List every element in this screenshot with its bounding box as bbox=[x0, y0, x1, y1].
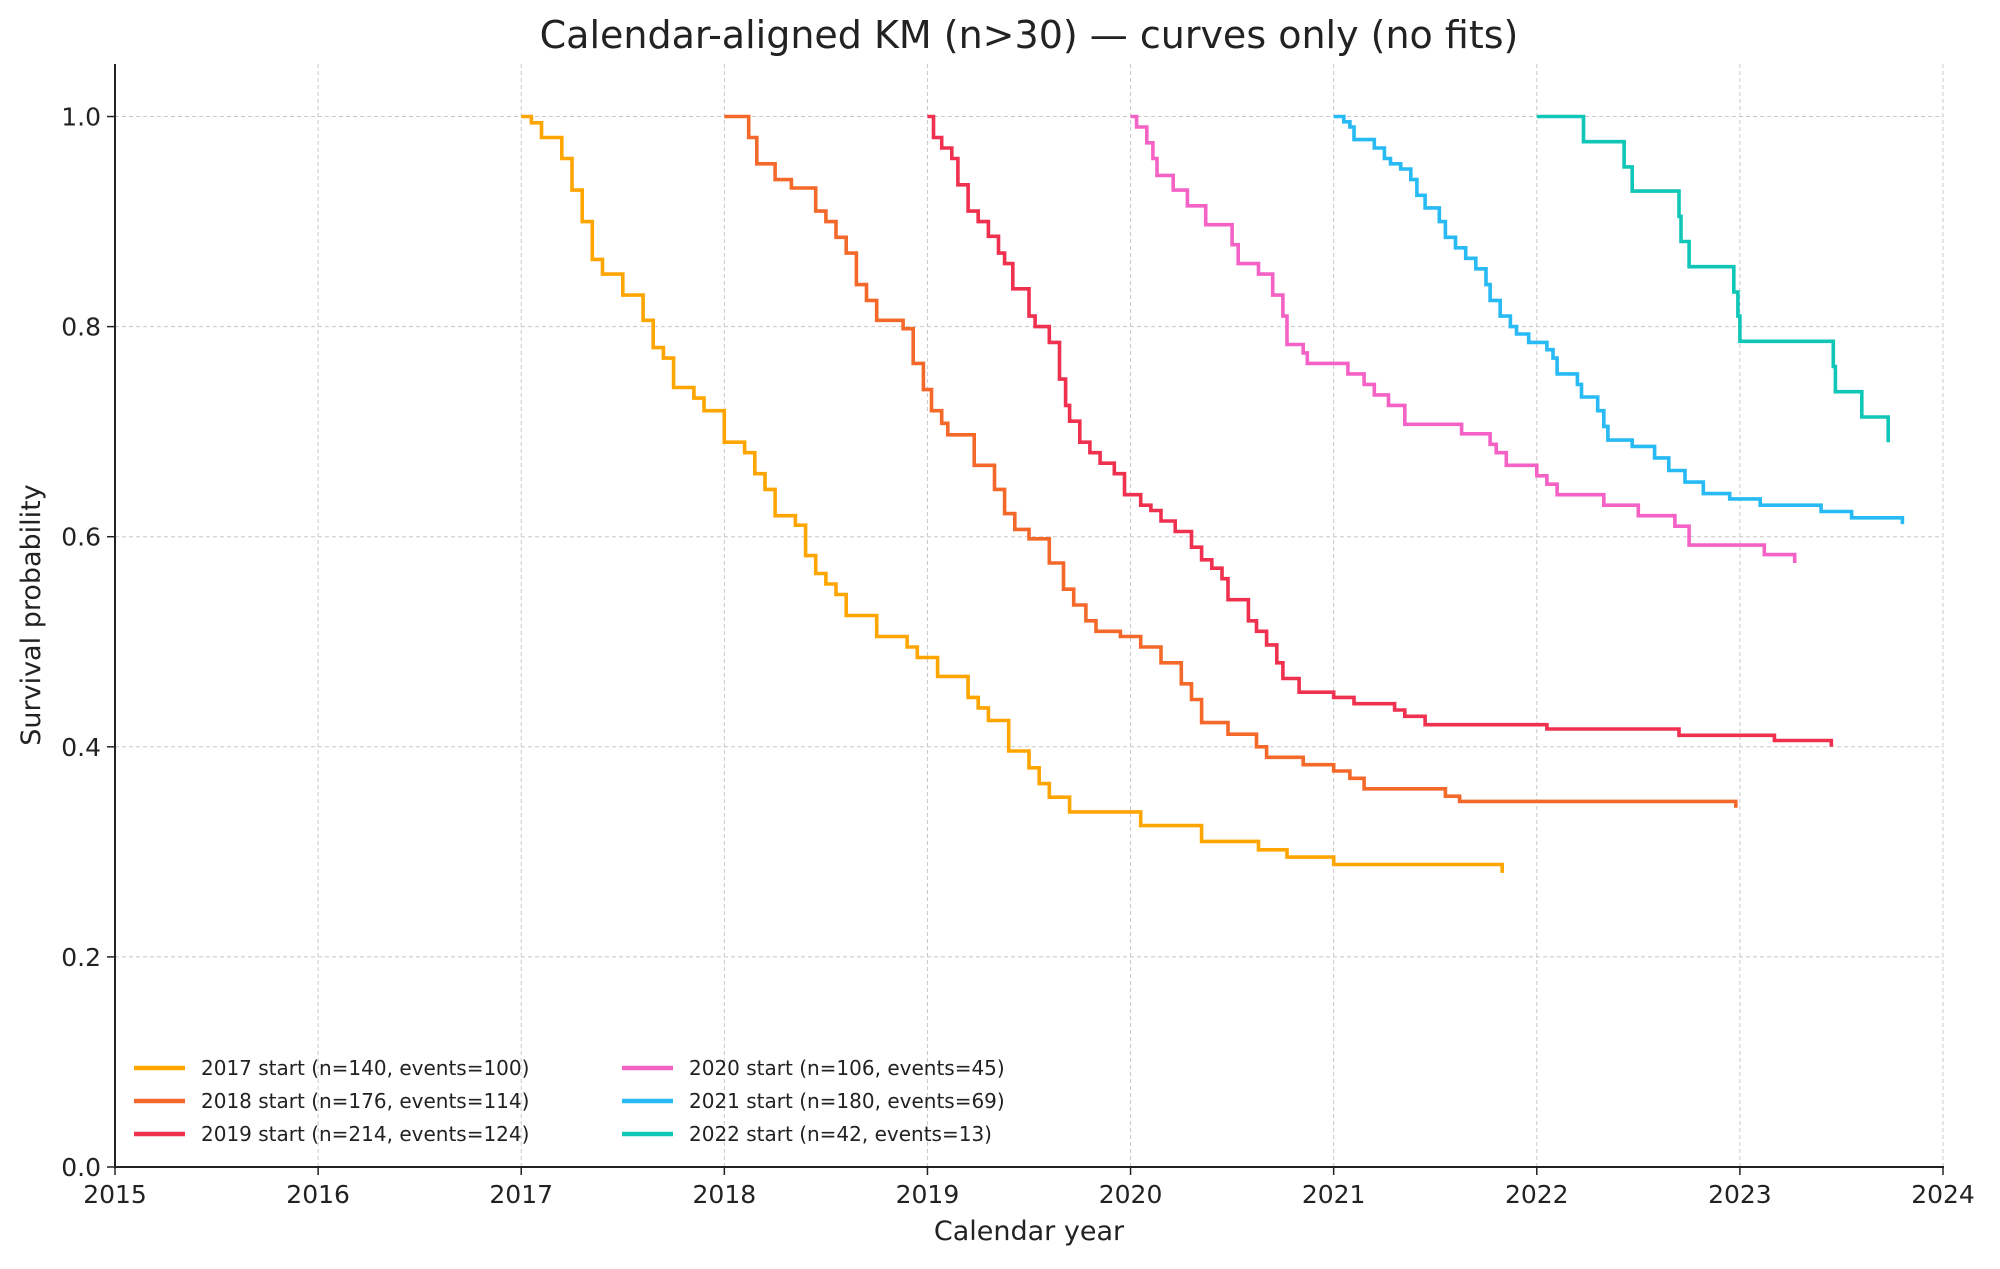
y-tick-label: 0.6 bbox=[61, 523, 101, 552]
km-curve-2022 bbox=[1536, 114, 1890, 443]
x-tick-label: 2016 bbox=[286, 1180, 350, 1209]
grid bbox=[115, 64, 1944, 1167]
legend-entry: 2019 start (n=214, events=124) bbox=[134, 1122, 529, 1146]
km-curve-2018 bbox=[724, 114, 1738, 808]
y-axis-label: Survival probability bbox=[16, 484, 47, 746]
x-axis-label: Calendar year bbox=[934, 1216, 1125, 1247]
x-tick-label: 2019 bbox=[896, 1180, 960, 1209]
x-tick-label: 2022 bbox=[1505, 1180, 1569, 1209]
km-curve-2020 bbox=[1130, 114, 1797, 563]
legend-label: 2021 start (n=180, events=69) bbox=[689, 1089, 1005, 1113]
legend-label: 2018 start (n=176, events=114) bbox=[201, 1089, 529, 1113]
y-tick-label: 0.8 bbox=[61, 313, 101, 342]
x-tick-label: 2018 bbox=[693, 1180, 757, 1209]
y-tick-label: 1.0 bbox=[61, 103, 101, 132]
axes-frame-bottom bbox=[114, 1166, 1944, 1168]
x-tick-label: 2024 bbox=[1911, 1180, 1975, 1209]
curves bbox=[521, 114, 1905, 873]
x-tick-label: 2015 bbox=[83, 1180, 147, 1209]
legend-entry: 2017 start (n=140, events=100) bbox=[134, 1056, 529, 1080]
km-curve-2017 bbox=[521, 114, 1504, 873]
legend-label: 2020 start (n=106, events=45) bbox=[689, 1056, 1005, 1080]
ticks: 2015 2016 2017 2018 2019 2020 2021 2022 2023 2024… bbox=[61, 103, 1975, 1209]
x-tick-label: 2023 bbox=[1708, 1180, 1772, 1209]
y-tick-label: 0.2 bbox=[61, 943, 101, 972]
km-curve-2019 bbox=[927, 114, 1834, 747]
chart-title: Calendar-aligned KM (n>30) — curves only… bbox=[540, 13, 1519, 57]
y-tick-label: 0.0 bbox=[61, 1153, 101, 1182]
legend-label: 2019 start (n=214, events=124) bbox=[201, 1122, 529, 1146]
y-tick-label: 0.4 bbox=[61, 733, 101, 762]
x-tick-label: 2017 bbox=[489, 1180, 553, 1209]
axes-frame-left bbox=[114, 64, 116, 1168]
legend-entry: 2021 start (n=180, events=69) bbox=[622, 1089, 1005, 1113]
x-tick-label: 2020 bbox=[1099, 1180, 1163, 1209]
legend-entry: 2022 start (n=42, events=13) bbox=[622, 1122, 992, 1146]
km-curve-2021 bbox=[1333, 114, 1905, 525]
legend-entry: 2020 start (n=106, events=45) bbox=[622, 1056, 1005, 1080]
legend: 2017 start (n=140, events=100) 2018 start… bbox=[134, 1056, 1005, 1146]
legend-entry: 2018 start (n=176, events=114) bbox=[134, 1089, 529, 1113]
legend-label: 2017 start (n=140, events=100) bbox=[201, 1056, 529, 1080]
legend-label: 2022 start (n=42, events=13) bbox=[689, 1122, 992, 1146]
x-tick-label: 2021 bbox=[1302, 1180, 1366, 1209]
